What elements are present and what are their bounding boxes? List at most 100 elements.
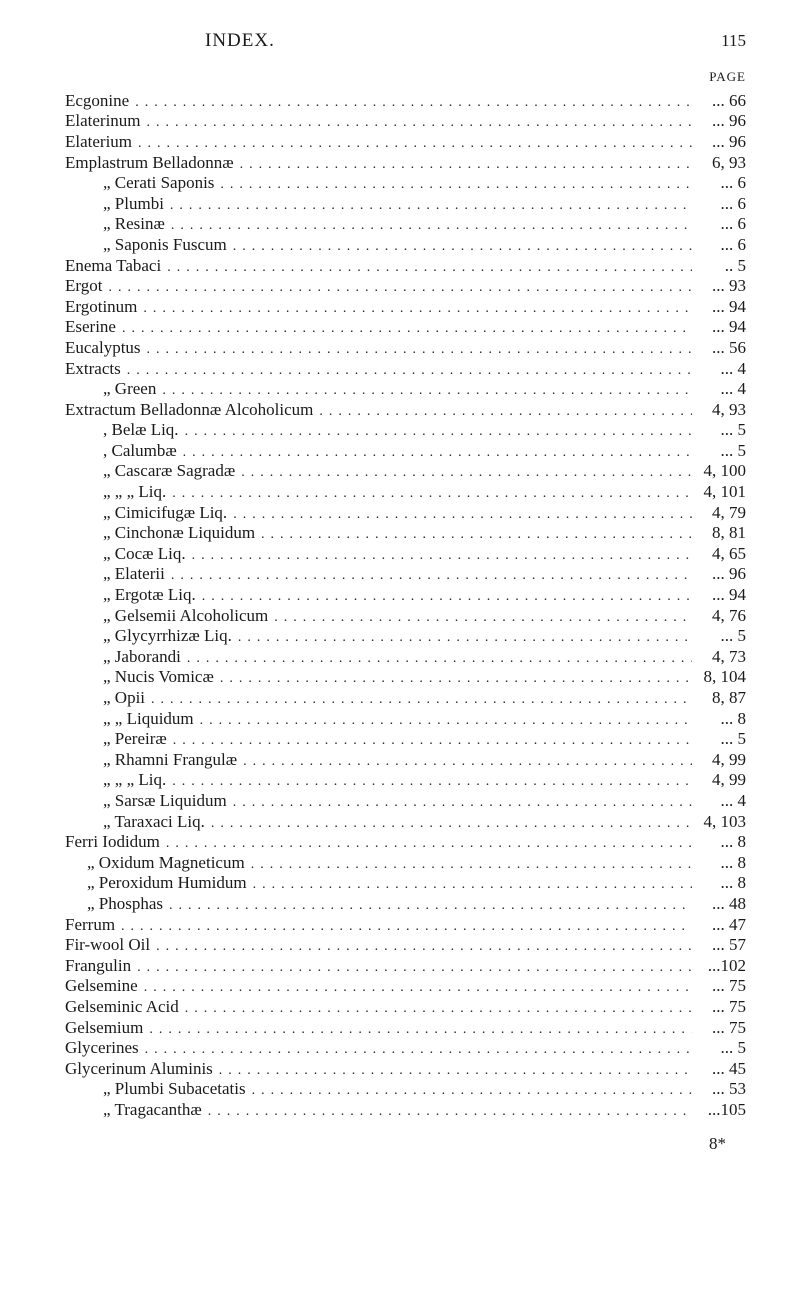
index-entry: Ergotinum...............................…	[65, 297, 746, 317]
entry-page: ... 48	[698, 894, 746, 914]
entry-leader-dots: ........................................…	[192, 548, 692, 564]
entry-leader-dots: ........................................…	[319, 404, 692, 420]
index-entry: Ecgonine................................…	[65, 91, 746, 111]
footer-signature-mark: 8*	[65, 1134, 746, 1154]
entry-label: „ Rhamni Frangulæ	[103, 750, 237, 770]
entry-label: Eucalyptus	[65, 338, 141, 358]
entry-label: Elaterium	[65, 132, 132, 152]
entry-label: Ergotinum	[65, 297, 137, 317]
entry-page: 4, 76	[698, 606, 746, 626]
entry-page: ...102	[698, 956, 746, 976]
entry-page: 4, 65	[698, 544, 746, 564]
entry-leader-dots: ........................................…	[145, 1042, 692, 1058]
entry-leader-dots: ........................................…	[147, 342, 692, 358]
entry-label: Extracts	[65, 359, 121, 379]
entry-page: ... 75	[698, 976, 746, 996]
entry-leader-dots: ........................................…	[274, 610, 692, 626]
entry-leader-dots: ........................................…	[251, 857, 692, 873]
entry-label: Gelsemine	[65, 976, 138, 996]
index-entry: Glycerinum Aluminis.....................…	[65, 1059, 746, 1079]
entry-leader-dots: ........................................…	[220, 177, 692, 193]
entry-label: Frangulin	[65, 956, 131, 976]
index-entry: , Belæ Liq..............................…	[65, 420, 746, 440]
entry-leader-dots: ........................................…	[144, 980, 692, 996]
index-entry: „ Elaterii..............................…	[65, 564, 746, 584]
entry-page: 4, 79	[698, 503, 746, 523]
entry-leader-dots: ........................................…	[233, 239, 692, 255]
entry-label: „ Gelsemii Alcoholicum	[103, 606, 268, 626]
entry-label: „ Resinæ	[103, 214, 165, 234]
entry-page: ... 5	[698, 420, 746, 440]
index-entry: Fir-wool Oil............................…	[65, 935, 746, 955]
index-entry: Eserine.................................…	[65, 317, 746, 337]
entry-leader-dots: ........................................…	[241, 465, 692, 481]
index-entry: „ Opii..................................…	[65, 688, 746, 708]
entry-page: ... 4	[698, 359, 746, 379]
entry-leader-dots: ........................................…	[166, 836, 692, 852]
index-entry: Ferrum..................................…	[65, 915, 746, 935]
entry-page: ... 96	[698, 564, 746, 584]
index-entry: Eucalyptus..............................…	[65, 338, 746, 358]
entry-label: Ferrum	[65, 915, 115, 935]
entry-page: 4, 103	[698, 812, 746, 832]
entry-label: Enema Tabaci	[65, 256, 161, 276]
entry-label: „ „ „ Liq.	[103, 482, 166, 502]
entry-leader-dots: ........................................…	[143, 301, 692, 317]
entry-label: Ferri Iodidum	[65, 832, 160, 852]
entry-leader-dots: ........................................…	[208, 1104, 692, 1120]
index-entry: Elaterinum..............................…	[65, 111, 746, 131]
entry-label: „ Nucis Vomicæ	[103, 667, 214, 687]
entry-leader-dots: ........................................…	[185, 424, 692, 440]
entry-label: „ Oxidum Magneticum	[87, 853, 245, 873]
entry-leader-dots: ........................................…	[172, 486, 692, 502]
index-entry: „ Cocæ Liq..............................…	[65, 544, 746, 564]
entry-page: ... 47	[698, 915, 746, 935]
index-entry: „ Green.................................…	[65, 379, 746, 399]
index-entry: „ Ergotæ Liq............................…	[65, 585, 746, 605]
entry-label: „ Phosphas	[87, 894, 163, 914]
entry-leader-dots: ........................................…	[202, 589, 692, 605]
index-entry: Gelsemium...............................…	[65, 1018, 746, 1038]
entry-leader-dots: ........................................…	[162, 383, 692, 399]
index-entry: „ Cinchonæ Liquidum.....................…	[65, 523, 746, 543]
entry-label: „ „ „ Liq.	[103, 770, 166, 790]
entry-label: „ Saponis Fuscum	[103, 235, 227, 255]
entry-label: „ Elaterii	[103, 564, 165, 584]
entry-page: 6, 93	[698, 153, 746, 173]
entry-label: Extractum Belladonnæ Alcoholicum	[65, 400, 313, 420]
entry-leader-dots: ........................................…	[187, 651, 692, 667]
entry-label: „ Cimicifugæ Liq.	[103, 503, 227, 523]
index-entry: „ Nucis Vomicæ..........................…	[65, 667, 746, 687]
entry-page: ... 94	[698, 317, 746, 337]
entry-label: „ Sarsæ Liquidum	[103, 791, 227, 811]
entry-label: „ Green	[103, 379, 156, 399]
entry-leader-dots: ........................................…	[183, 445, 692, 461]
index-entry: Glycerines..............................…	[65, 1038, 746, 1058]
header-row: INDEX. 115	[65, 30, 746, 52]
entry-page: .. 5	[698, 256, 746, 276]
index-entry: „ „ Liquidum............................…	[65, 709, 746, 729]
index-entry: „ Sarsæ Liquidum........................…	[65, 791, 746, 811]
entry-label: „ „ Liquidum	[103, 709, 194, 729]
entry-page: ... 75	[698, 1018, 746, 1038]
entry-label: „ Cerati Saponis	[103, 173, 214, 193]
entry-page: ... 94	[698, 585, 746, 605]
index-title: INDEX.	[205, 30, 275, 52]
entry-leader-dots: ........................................…	[151, 692, 692, 708]
entry-leader-dots: ........................................…	[243, 754, 692, 770]
index-entry: „ Jaborandi.............................…	[65, 647, 746, 667]
entry-label: „ Cascaræ Sagradæ	[103, 461, 235, 481]
entry-leader-dots: ........................................…	[169, 898, 692, 914]
entry-page: ... 66	[698, 91, 746, 111]
entry-page: 4, 93	[698, 400, 746, 420]
index-entry: „ Glycyrrhizæ Liq.......................…	[65, 626, 746, 646]
entry-page: ... 57	[698, 935, 746, 955]
entry-page: ... 5	[698, 626, 746, 646]
entry-label: Ecgonine	[65, 91, 129, 111]
entry-leader-dots: ........................................…	[233, 795, 692, 811]
entry-leader-dots: ........................................…	[108, 280, 692, 296]
entry-page: ... 5	[698, 441, 746, 461]
entry-page: ... 8	[698, 873, 746, 893]
entry-leader-dots: ........................................…	[171, 218, 692, 234]
index-entry: „ Phosphas..............................…	[65, 894, 746, 914]
